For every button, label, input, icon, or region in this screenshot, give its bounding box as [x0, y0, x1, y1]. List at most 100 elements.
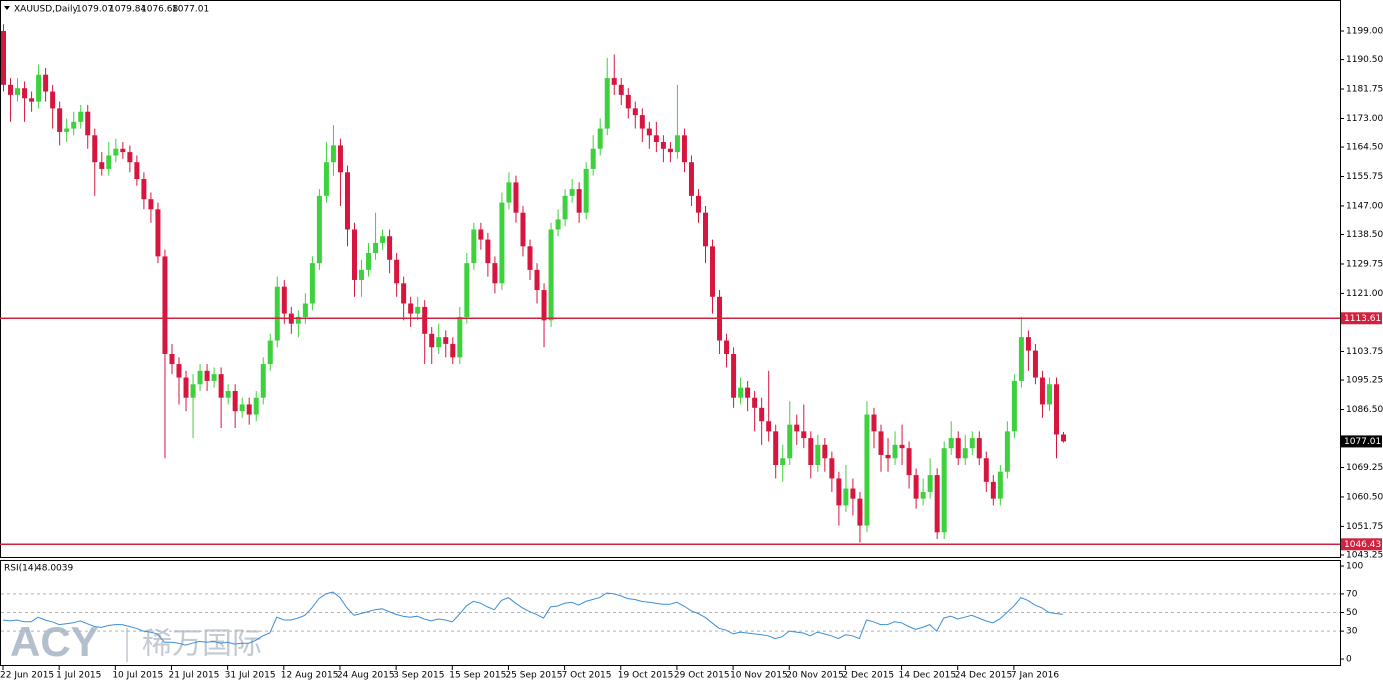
candle-body	[815, 444, 821, 466]
candle-body	[976, 438, 982, 459]
candle-body	[695, 195, 701, 213]
candle-body	[352, 229, 357, 280]
candle-body	[232, 390, 238, 412]
header-low: 1076.68	[141, 5, 178, 15]
y-tick-label: 1164.50	[1346, 143, 1383, 153]
menu-arrow[interactable]	[4, 6, 10, 10]
candle-body	[183, 377, 189, 398]
candle-body	[878, 431, 884, 455]
candle-body	[1025, 337, 1031, 351]
candle-body	[344, 172, 350, 230]
candle-body	[1, 30, 6, 85]
candle-body	[78, 111, 84, 122]
x-tick-label: 10 Nov 2015	[730, 671, 788, 681]
candle-body	[857, 498, 863, 526]
candle-body	[43, 74, 49, 92]
candle-body	[738, 387, 744, 398]
candle-body	[169, 353, 175, 365]
level-label-bg	[1341, 312, 1382, 325]
y-tick-label: 1181.75	[1346, 85, 1383, 95]
candle-body	[1032, 350, 1038, 378]
x-tick-label: 1 Jul 2015	[56, 671, 101, 681]
candle-body	[260, 364, 266, 398]
candle-body	[674, 135, 680, 153]
candle-body	[148, 199, 154, 210]
candle-body	[513, 182, 519, 213]
x-tick-label: 12 Aug 2015	[281, 671, 339, 681]
candle-body	[8, 84, 14, 95]
y-tick-label: 1103.75	[1346, 347, 1383, 357]
candle-body	[120, 148, 126, 153]
header-open: 1079.07	[76, 5, 113, 15]
candle-body	[337, 145, 343, 173]
y-tick-label: 1069.25	[1346, 463, 1383, 473]
candle-body	[941, 448, 947, 533]
candle-body	[190, 384, 196, 398]
candle-body	[703, 212, 708, 247]
candle-body	[646, 128, 652, 136]
candle-body	[808, 438, 814, 466]
candle-body	[955, 438, 961, 459]
y-tick-label: 70	[1346, 589, 1358, 599]
candle-body	[485, 239, 491, 264]
candle-body	[822, 444, 828, 459]
candle-body	[604, 78, 610, 129]
y-tick-label: 1129.75	[1346, 259, 1383, 269]
x-tick-label: 22 Jun 2015	[0, 671, 54, 681]
y-tick-label: 1095.25	[1346, 376, 1383, 386]
candle-body	[990, 481, 996, 499]
candle-body	[239, 404, 245, 412]
candle-body	[569, 189, 575, 196]
candle-body	[590, 148, 596, 169]
candle-body	[141, 179, 147, 200]
candle-body	[471, 229, 477, 264]
candle-body	[316, 195, 322, 264]
candle-body	[309, 263, 315, 304]
candle-body	[927, 475, 933, 492]
watermark-cn: 稀万国际	[142, 627, 262, 662]
candle-body	[204, 370, 210, 381]
candle-body	[57, 108, 63, 132]
y-tick-label: 1121.00	[1346, 289, 1383, 299]
candle-body	[752, 397, 758, 408]
candle-body	[281, 286, 287, 314]
rsi-value: 48.0039	[36, 564, 73, 574]
y-tick-label: 1086.50	[1346, 405, 1383, 415]
candle-body	[373, 242, 379, 254]
candle-body	[246, 404, 252, 415]
candle-body	[962, 448, 968, 459]
price-label: 1077.01	[1344, 437, 1381, 447]
candle-body	[920, 491, 926, 499]
candle-body	[899, 444, 905, 449]
candle-body	[267, 340, 273, 365]
candle-body	[794, 424, 800, 432]
candle-body	[323, 162, 329, 196]
candle-body	[1061, 434, 1067, 442]
candle-body	[731, 353, 737, 398]
y-tick-label: 1199.00	[1346, 26, 1383, 36]
candle-body	[1011, 380, 1017, 432]
candle-body	[829, 458, 835, 479]
level-label: 1046.43	[1344, 540, 1381, 550]
candle-body	[892, 444, 898, 459]
candle-body	[50, 91, 56, 109]
x-tick-label: 2 Dec 2015	[842, 671, 894, 681]
candle-body	[22, 88, 28, 99]
candle-body	[745, 387, 751, 398]
candle-body	[906, 448, 912, 476]
y-tick-label: 1051.75	[1346, 522, 1383, 532]
candle-body	[541, 290, 547, 321]
candle-body	[934, 475, 940, 533]
candle-body	[871, 414, 877, 432]
y-tick-label: 1138.50	[1346, 230, 1383, 240]
candle-body	[218, 374, 224, 398]
candle-body	[492, 263, 498, 284]
y-tick-label: 1190.50	[1346, 55, 1383, 65]
candle-body	[836, 478, 842, 506]
candle-body	[618, 84, 624, 95]
candle-body	[534, 269, 540, 291]
candle-body	[562, 195, 568, 220]
candle-body	[576, 189, 582, 213]
x-tick-label: 25 Sep 2015	[505, 671, 562, 681]
